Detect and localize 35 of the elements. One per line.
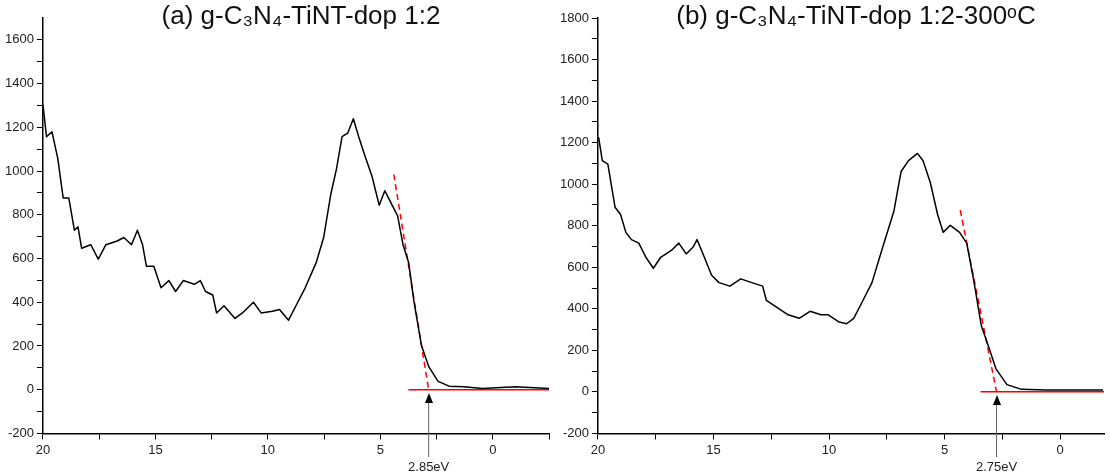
y-tick-label: 800 (567, 217, 589, 233)
y-tick-label: -200 (7, 424, 34, 440)
y-tick-label: 1200 (5, 118, 34, 134)
y-tick-label: 1000 (5, 162, 34, 178)
x-tick-label: 20 (590, 441, 606, 457)
y-tick-label: 600 (12, 250, 34, 266)
x-tick-label: 0 (489, 441, 497, 457)
y-tick-label: 1400 (5, 75, 34, 91)
y-tick-label: 1800 (560, 9, 589, 25)
y-tick-label: -200 (562, 424, 589, 440)
y-tick-label: 1600 (560, 51, 589, 67)
x-tick-label: 20 (35, 441, 51, 457)
x-tick-label: 5 (376, 441, 384, 457)
x-tick-label: 0 (1056, 441, 1064, 457)
y-tick-label: 400 (567, 300, 589, 316)
chart-title: (b) g-C₃N₄-TiNT-dop 1:2-300ᵒC (676, 0, 1036, 31)
chart-title: (a) g-C₃N₄-TiNT-dop 1:2 (161, 0, 441, 31)
y-tick-label: 0 (26, 381, 34, 397)
y-tick-label: 0 (581, 383, 589, 399)
y-tick-label: 200 (567, 341, 589, 357)
y-tick-label: 200 (12, 337, 34, 353)
y-tick-label: 400 (12, 293, 34, 309)
x-tick-label: 10 (821, 441, 837, 457)
x-tick-label: 15 (706, 441, 721, 457)
y-tick-label: 1200 (560, 134, 589, 150)
y-tick-label: 800 (12, 206, 34, 222)
x-tick-label: 15 (148, 441, 163, 457)
y-tick-label: 1600 (5, 31, 34, 47)
x-tick-label: 5 (940, 441, 949, 457)
x-tick-label: 10 (260, 441, 276, 457)
ref-line-label: 2.75eV (975, 459, 1018, 474)
ref-line-label: 2.85eV (408, 459, 450, 474)
y-tick-label: 600 (567, 258, 589, 274)
y-tick-label: 1000 (560, 175, 589, 191)
y-tick-label: 1400 (560, 92, 589, 108)
